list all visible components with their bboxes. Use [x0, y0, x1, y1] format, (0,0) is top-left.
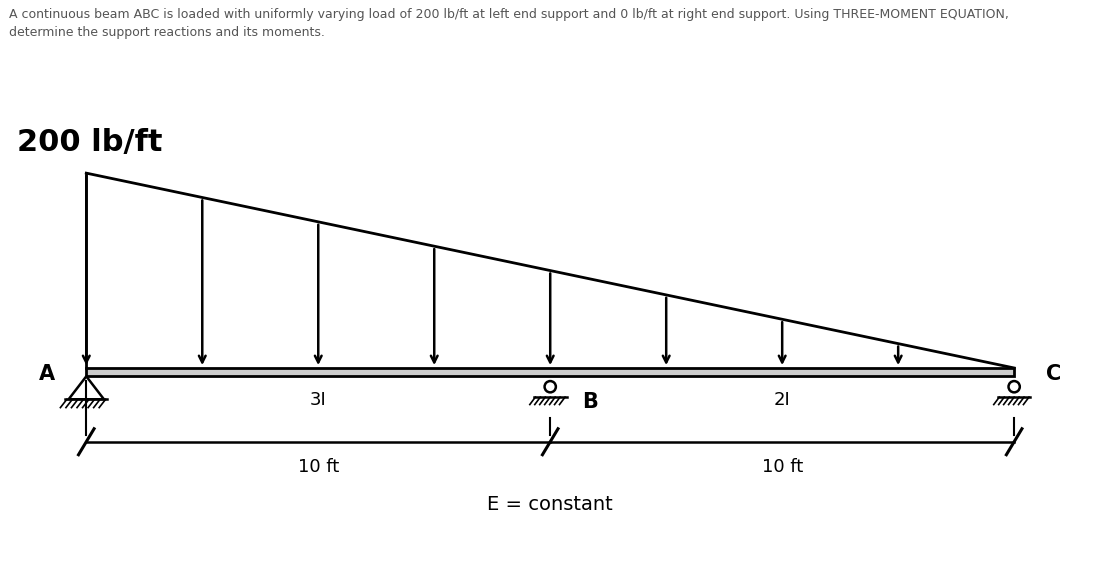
- Text: A: A: [39, 364, 55, 384]
- Text: 10 ft: 10 ft: [762, 458, 802, 476]
- Circle shape: [545, 381, 556, 392]
- Text: 2I: 2I: [774, 390, 790, 408]
- Text: 200 lb/ft: 200 lb/ft: [17, 128, 162, 157]
- Polygon shape: [86, 368, 1014, 376]
- Text: A continuous beam ABC is loaded with uniformly varying load of 200 lb/ft at left: A continuous beam ABC is loaded with uni…: [9, 8, 1009, 39]
- Text: C: C: [1046, 364, 1061, 384]
- Circle shape: [1008, 381, 1019, 392]
- Text: E = constant: E = constant: [488, 495, 613, 514]
- Text: B: B: [582, 392, 598, 412]
- Polygon shape: [68, 376, 104, 399]
- Text: 3I: 3I: [310, 390, 327, 408]
- Text: 10 ft: 10 ft: [298, 458, 339, 476]
